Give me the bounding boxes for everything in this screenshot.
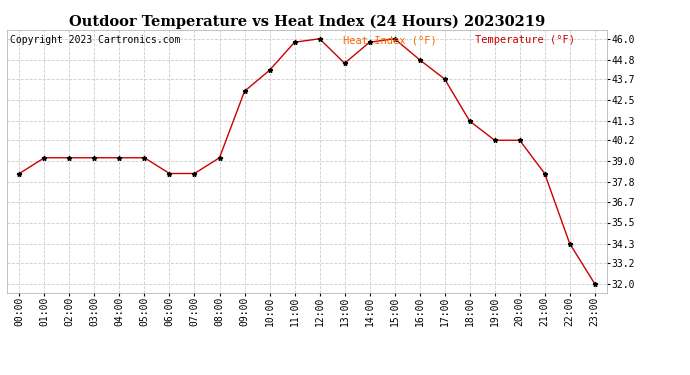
Text: Temperature (°F): Temperature (°F) [475,35,575,45]
Text: Copyright 2023 Cartronics.com: Copyright 2023 Cartronics.com [10,35,180,45]
Text: Heat Index (°F): Heat Index (°F) [343,35,437,45]
Title: Outdoor Temperature vs Heat Index (24 Hours) 20230219: Outdoor Temperature vs Heat Index (24 Ho… [69,15,545,29]
